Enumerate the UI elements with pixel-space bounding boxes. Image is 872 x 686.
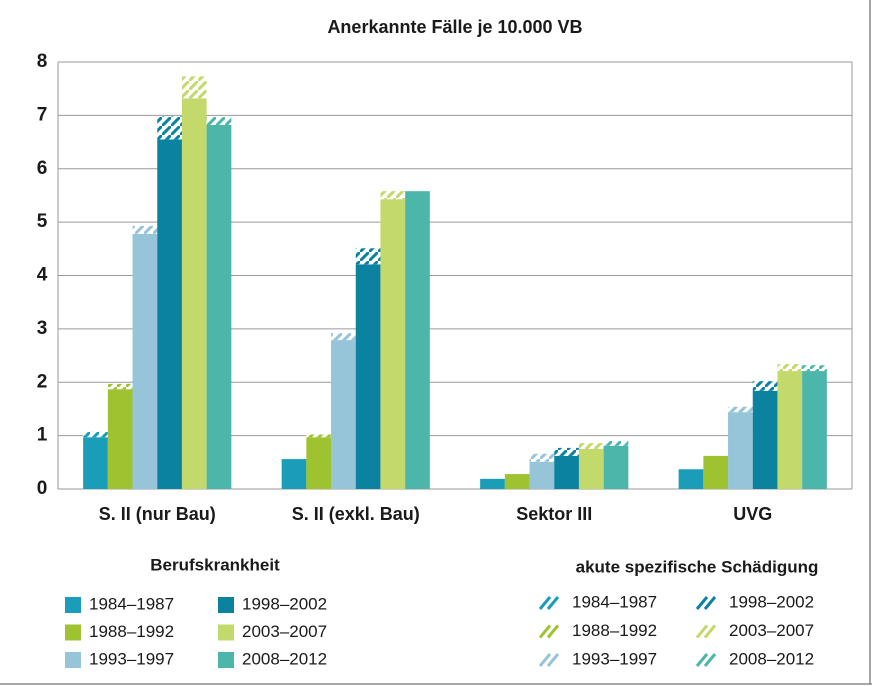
y-tick-label: 7 <box>37 104 48 125</box>
bar-acute <box>380 191 406 200</box>
legend-label: 1993–1997 <box>89 649 174 668</box>
bar <box>181 98 207 490</box>
bar <box>554 455 579 489</box>
legend-swatch <box>218 624 234 641</box>
bar <box>355 264 381 489</box>
bar <box>281 459 307 489</box>
legend-label: 1988–1992 <box>89 622 174 641</box>
bar <box>380 199 406 489</box>
legend-swatch <box>65 652 81 668</box>
x-tick-label: Sektor III <box>516 504 592 524</box>
legend-label: 2008–2012 <box>242 649 327 668</box>
bar <box>206 124 232 490</box>
bar-acute <box>355 248 381 265</box>
legend-label: 1988–1992 <box>572 621 657 640</box>
bar-acute <box>181 76 207 99</box>
y-tick-label: 6 <box>37 158 48 179</box>
bar-acute <box>728 406 753 413</box>
bar-acute <box>802 365 827 372</box>
bar <box>83 437 108 489</box>
bar <box>504 474 530 489</box>
legend-label: 1998–2002 <box>729 592 814 611</box>
legend-swatch <box>65 624 81 641</box>
bar <box>578 448 604 489</box>
y-tick-label: 0 <box>37 478 48 499</box>
legend-label: 1984–1987 <box>89 594 174 613</box>
bar-acute <box>777 364 803 372</box>
legend-label: 2003–2007 <box>242 622 327 641</box>
x-tick-label: S. II (exkl. Bau) <box>292 504 420 524</box>
y-tick-label: 5 <box>37 211 48 232</box>
y-tick-label: 1 <box>37 425 48 446</box>
bar <box>777 371 803 489</box>
bar-acute <box>83 431 108 438</box>
bar <box>157 139 182 490</box>
bar-acute <box>132 225 158 234</box>
bar-acute <box>578 443 604 449</box>
bar <box>132 233 158 489</box>
bar-acute <box>752 381 778 391</box>
legend-swatch <box>695 653 717 667</box>
bar <box>703 455 729 489</box>
legend-swatch <box>538 653 560 667</box>
legend-label: 2008–2012 <box>729 649 814 668</box>
bar <box>405 191 430 490</box>
y-tick-label: 8 <box>37 51 48 72</box>
bar-acute <box>206 116 232 125</box>
legend-swatch <box>218 597 234 613</box>
bar <box>331 340 356 489</box>
legend-swatch <box>65 597 81 613</box>
bar <box>728 412 753 489</box>
legend-swatch <box>538 596 560 610</box>
x-tick-label: UVG <box>733 504 772 524</box>
bar-acute <box>306 434 332 438</box>
bar-acute <box>107 383 133 390</box>
legend-label: 1984–1987 <box>572 592 657 611</box>
y-tick-label: 2 <box>37 371 48 392</box>
bar <box>529 461 555 489</box>
bar <box>107 389 133 489</box>
legend-title: Berufskrankheit <box>150 555 280 574</box>
bar <box>480 478 505 489</box>
legend-title: akute spezifische Schädigung <box>576 557 819 576</box>
legend-swatch <box>695 596 717 610</box>
legend-label: 1998–2002 <box>242 594 327 613</box>
bar <box>802 371 827 489</box>
legend-label: 1993–1997 <box>572 649 657 668</box>
chart-title: Anerkannte Fälle je 10.000 VB <box>327 17 582 37</box>
legend-swatch <box>218 652 234 668</box>
bar <box>678 469 704 489</box>
bar <box>603 445 629 489</box>
x-tick-label: S. II (nur Bau) <box>99 504 216 524</box>
bar-acute <box>554 447 579 456</box>
y-tick-label: 3 <box>37 318 48 339</box>
legend-label: 2003–2007 <box>729 621 814 640</box>
bar-acute <box>603 440 629 446</box>
bar-acute <box>529 453 555 462</box>
bar <box>752 390 778 489</box>
y-tick-label: 4 <box>37 265 48 286</box>
legend-swatch <box>538 624 560 639</box>
bar <box>306 437 332 489</box>
bar-acute <box>157 116 182 140</box>
legend-swatch <box>695 624 717 639</box>
bar-acute <box>331 333 356 341</box>
